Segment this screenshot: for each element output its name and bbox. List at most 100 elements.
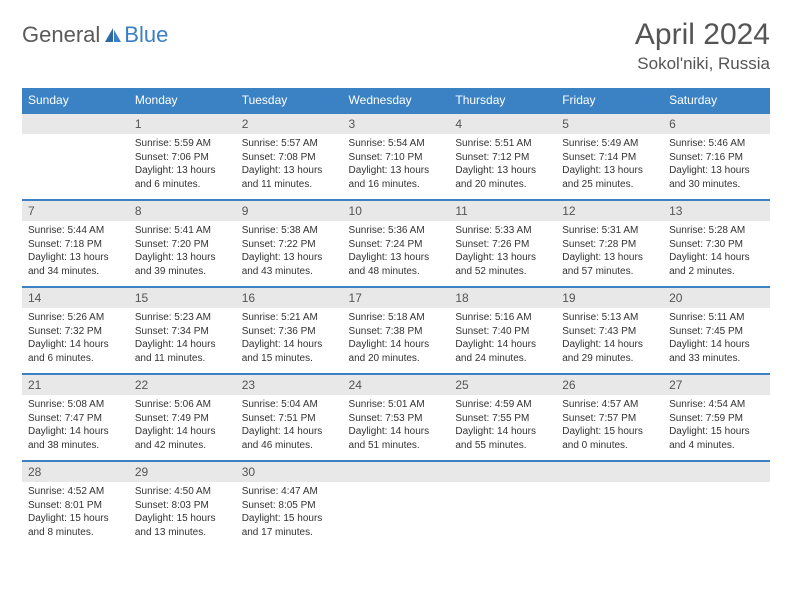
sunrise-line: Sunrise: 5:13 AM — [562, 311, 657, 325]
sunrise-line: Sunrise: 4:47 AM — [242, 485, 337, 499]
calendar-day-cell: 11Sunrise: 5:33 AMSunset: 7:26 PMDayligh… — [449, 200, 556, 287]
calendar-body: 1Sunrise: 5:59 AMSunset: 7:06 PMDaylight… — [22, 113, 770, 547]
sunset-line: Sunset: 7:10 PM — [349, 151, 444, 165]
sunset-line: Sunset: 7:45 PM — [669, 325, 764, 339]
sunset-line: Sunset: 7:22 PM — [242, 238, 337, 252]
sunrise-line: Sunrise: 4:52 AM — [28, 485, 123, 499]
logo-text-general: General — [22, 22, 100, 48]
day-number: 8 — [129, 201, 236, 221]
day-number: 14 — [22, 288, 129, 308]
weekday-header: Saturday — [663, 88, 770, 113]
sunrise-line: Sunrise: 5:28 AM — [669, 224, 764, 238]
calendar-empty-cell — [343, 461, 450, 547]
calendar-week-row: 28Sunrise: 4:52 AMSunset: 8:01 PMDayligh… — [22, 461, 770, 547]
day-details: Sunrise: 5:23 AMSunset: 7:34 PMDaylight:… — [129, 308, 236, 373]
day-details: Sunrise: 5:13 AMSunset: 7:43 PMDaylight:… — [556, 308, 663, 373]
daylight-line: Daylight: 13 hours and 57 minutes. — [562, 251, 657, 278]
sunrise-line: Sunrise: 5:23 AM — [135, 311, 230, 325]
logo-text-blue: Blue — [124, 22, 168, 48]
sunrise-line: Sunrise: 5:51 AM — [455, 137, 550, 151]
sunrise-line: Sunrise: 5:41 AM — [135, 224, 230, 238]
day-number — [556, 462, 663, 482]
sunrise-line: Sunrise: 5:33 AM — [455, 224, 550, 238]
day-number: 13 — [663, 201, 770, 221]
sunrise-line: Sunrise: 5:57 AM — [242, 137, 337, 151]
calendar-day-cell: 20Sunrise: 5:11 AMSunset: 7:45 PMDayligh… — [663, 287, 770, 374]
sunset-line: Sunset: 7:06 PM — [135, 151, 230, 165]
calendar-day-cell: 1Sunrise: 5:59 AMSunset: 7:06 PMDaylight… — [129, 113, 236, 200]
calendar-day-cell: 19Sunrise: 5:13 AMSunset: 7:43 PMDayligh… — [556, 287, 663, 374]
day-details: Sunrise: 5:44 AMSunset: 7:18 PMDaylight:… — [22, 221, 129, 286]
daylight-line: Daylight: 14 hours and 15 minutes. — [242, 338, 337, 365]
sunset-line: Sunset: 8:05 PM — [242, 499, 337, 513]
daylight-line: Daylight: 14 hours and 6 minutes. — [28, 338, 123, 365]
calendar-day-cell: 21Sunrise: 5:08 AMSunset: 7:47 PMDayligh… — [22, 374, 129, 461]
location: Sokol'niki, Russia — [635, 54, 770, 74]
daylight-line: Daylight: 14 hours and 24 minutes. — [455, 338, 550, 365]
day-number: 5 — [556, 114, 663, 134]
day-number — [343, 462, 450, 482]
daylight-line: Daylight: 14 hours and 55 minutes. — [455, 425, 550, 452]
day-number: 27 — [663, 375, 770, 395]
day-details: Sunrise: 5:31 AMSunset: 7:28 PMDaylight:… — [556, 221, 663, 286]
sunset-line: Sunset: 7:34 PM — [135, 325, 230, 339]
day-number: 20 — [663, 288, 770, 308]
day-number: 23 — [236, 375, 343, 395]
calendar-day-cell: 8Sunrise: 5:41 AMSunset: 7:20 PMDaylight… — [129, 200, 236, 287]
weekday-header: Monday — [129, 88, 236, 113]
sunset-line: Sunset: 7:16 PM — [669, 151, 764, 165]
calendar-day-cell: 22Sunrise: 5:06 AMSunset: 7:49 PMDayligh… — [129, 374, 236, 461]
day-details: Sunrise: 5:08 AMSunset: 7:47 PMDaylight:… — [22, 395, 129, 460]
calendar-day-cell: 4Sunrise: 5:51 AMSunset: 7:12 PMDaylight… — [449, 113, 556, 200]
day-number — [22, 114, 129, 134]
day-number: 28 — [22, 462, 129, 482]
calendar-empty-cell — [556, 461, 663, 547]
sunset-line: Sunset: 7:20 PM — [135, 238, 230, 252]
day-number — [449, 462, 556, 482]
sunrise-line: Sunrise: 5:54 AM — [349, 137, 444, 151]
sunset-line: Sunset: 7:43 PM — [562, 325, 657, 339]
daylight-line: Daylight: 14 hours and 11 minutes. — [135, 338, 230, 365]
sunrise-line: Sunrise: 5:06 AM — [135, 398, 230, 412]
day-details: Sunrise: 5:33 AMSunset: 7:26 PMDaylight:… — [449, 221, 556, 286]
calendar-empty-cell — [663, 461, 770, 547]
day-details: Sunrise: 5:57 AMSunset: 7:08 PMDaylight:… — [236, 134, 343, 199]
daylight-line: Daylight: 13 hours and 34 minutes. — [28, 251, 123, 278]
weekday-header: Thursday — [449, 88, 556, 113]
day-details: Sunrise: 5:41 AMSunset: 7:20 PMDaylight:… — [129, 221, 236, 286]
day-number — [663, 462, 770, 482]
sunset-line: Sunset: 7:26 PM — [455, 238, 550, 252]
daylight-line: Daylight: 14 hours and 29 minutes. — [562, 338, 657, 365]
day-details: Sunrise: 4:54 AMSunset: 7:59 PMDaylight:… — [663, 395, 770, 460]
day-details — [663, 482, 770, 540]
calendar-day-cell: 26Sunrise: 4:57 AMSunset: 7:57 PMDayligh… — [556, 374, 663, 461]
day-details: Sunrise: 5:54 AMSunset: 7:10 PMDaylight:… — [343, 134, 450, 199]
sunrise-line: Sunrise: 4:59 AM — [455, 398, 550, 412]
calendar-week-row: 14Sunrise: 5:26 AMSunset: 7:32 PMDayligh… — [22, 287, 770, 374]
weekday-header: Wednesday — [343, 88, 450, 113]
day-details: Sunrise: 4:59 AMSunset: 7:55 PMDaylight:… — [449, 395, 556, 460]
header: General Blue April 2024 Sokol'niki, Russ… — [22, 18, 770, 74]
calendar-day-cell: 30Sunrise: 4:47 AMSunset: 8:05 PMDayligh… — [236, 461, 343, 547]
daylight-line: Daylight: 15 hours and 4 minutes. — [669, 425, 764, 452]
sunset-line: Sunset: 7:28 PM — [562, 238, 657, 252]
title-block: April 2024 Sokol'niki, Russia — [635, 18, 770, 74]
calendar-day-cell: 2Sunrise: 5:57 AMSunset: 7:08 PMDaylight… — [236, 113, 343, 200]
daylight-line: Daylight: 14 hours and 42 minutes. — [135, 425, 230, 452]
day-number: 3 — [343, 114, 450, 134]
day-details: Sunrise: 5:11 AMSunset: 7:45 PMDaylight:… — [663, 308, 770, 373]
logo: General Blue — [22, 22, 168, 48]
day-number: 25 — [449, 375, 556, 395]
day-details: Sunrise: 4:50 AMSunset: 8:03 PMDaylight:… — [129, 482, 236, 547]
sunrise-line: Sunrise: 5:08 AM — [28, 398, 123, 412]
day-number: 26 — [556, 375, 663, 395]
daylight-line: Daylight: 13 hours and 20 minutes. — [455, 164, 550, 191]
weekday-header: Friday — [556, 88, 663, 113]
sunset-line: Sunset: 7:36 PM — [242, 325, 337, 339]
day-details: Sunrise: 5:01 AMSunset: 7:53 PMDaylight:… — [343, 395, 450, 460]
calendar-day-cell: 3Sunrise: 5:54 AMSunset: 7:10 PMDaylight… — [343, 113, 450, 200]
day-number: 1 — [129, 114, 236, 134]
day-details — [556, 482, 663, 540]
day-details: Sunrise: 5:49 AMSunset: 7:14 PMDaylight:… — [556, 134, 663, 199]
sunset-line: Sunset: 8:03 PM — [135, 499, 230, 513]
